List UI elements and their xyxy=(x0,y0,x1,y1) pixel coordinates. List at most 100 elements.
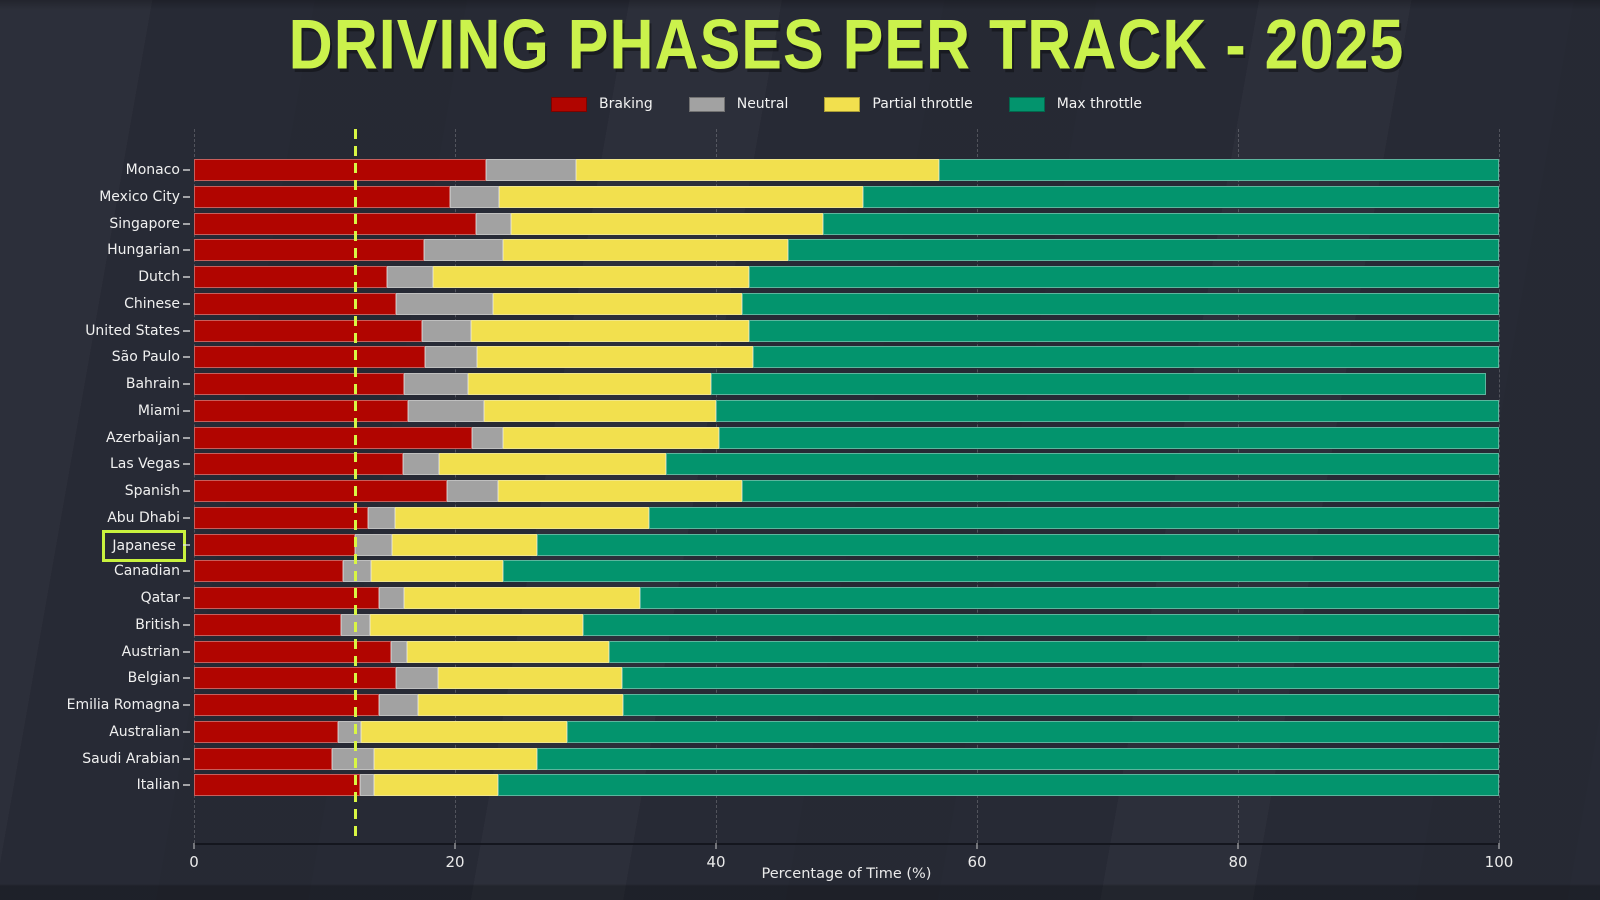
segment-neutral xyxy=(379,587,405,609)
reference-dashed-line xyxy=(353,129,357,843)
segment-max-throttle xyxy=(823,212,1499,235)
segment-neutral xyxy=(449,185,500,208)
segment-partial-throttle xyxy=(576,159,940,181)
segment-partial-throttle xyxy=(511,212,823,235)
segment-braking xyxy=(194,694,380,716)
bar-row: Hungarian xyxy=(107,239,1499,262)
segment-partial-throttle xyxy=(361,720,568,743)
segment-neutral xyxy=(379,694,419,716)
stacked-bar xyxy=(194,774,1499,797)
segment-braking xyxy=(194,506,368,529)
y-axis-label: Bahrain xyxy=(125,376,180,392)
bar-row: Japanese xyxy=(102,529,1499,562)
gridline-x-100 xyxy=(1499,129,1500,843)
segment-neutral xyxy=(387,266,433,288)
legend-item: Braking xyxy=(551,96,653,112)
bar-row: Dutch xyxy=(138,266,1499,288)
bar-row: Qatar xyxy=(141,587,1499,609)
stacked-bar xyxy=(194,613,1499,636)
segment-partial-throttle xyxy=(432,266,749,288)
bar-row: Belgian xyxy=(128,667,1499,690)
legend: Braking Neutral Partial throttle Max thrott… xyxy=(194,96,1499,112)
y-tick-mark xyxy=(183,436,190,439)
bar-row: British xyxy=(135,613,1499,636)
y-tick-mark xyxy=(183,302,190,305)
segment-partial-throttle xyxy=(503,239,788,262)
x-tick-label: 40 xyxy=(706,853,726,871)
y-tick-mark xyxy=(183,356,190,359)
stacked-bar xyxy=(194,587,1499,609)
segment-neutral xyxy=(396,292,493,315)
stacked-bar xyxy=(194,185,1499,208)
plot-area: 0 20 40 60 80 100 Monaco Mexico City Singapore Hu… xyxy=(67,129,1513,871)
y-tick-mark xyxy=(183,329,190,332)
segment-braking xyxy=(194,667,397,690)
segment-max-throttle xyxy=(787,239,1499,262)
segment-neutral xyxy=(471,426,504,449)
y-tick-mark xyxy=(183,704,190,706)
bar-row: Italian xyxy=(137,774,1499,797)
legend-swatch xyxy=(551,96,588,112)
segment-neutral xyxy=(408,399,484,422)
segment-partial-throttle xyxy=(503,426,719,449)
legend-label: Braking xyxy=(599,96,653,112)
stacked-bar xyxy=(194,212,1499,235)
y-tick-mark xyxy=(183,623,190,626)
y-tick-mark xyxy=(183,195,190,198)
segment-max-throttle xyxy=(640,587,1499,609)
segment-partial-throttle xyxy=(468,373,711,395)
segment-max-throttle xyxy=(537,533,1499,556)
bar-row: United States xyxy=(85,319,1499,342)
y-tick-mark xyxy=(183,222,190,225)
stacked-bar xyxy=(194,292,1499,315)
x-tick-mark xyxy=(976,843,978,849)
stacked-bar xyxy=(194,560,1499,583)
segment-braking xyxy=(194,239,424,262)
stacked-bar xyxy=(194,373,1499,395)
bar-row: Azerbaijan xyxy=(106,426,1499,449)
segment-braking xyxy=(194,587,380,609)
bar-row: Abu Dhabi xyxy=(107,506,1499,529)
segment-partial-throttle xyxy=(492,292,743,315)
y-axis-label: Monaco xyxy=(125,162,180,178)
x-tick-label: 60 xyxy=(967,853,987,871)
x-axis-title: Percentage of Time (%) xyxy=(761,866,932,882)
segment-max-throttle xyxy=(752,346,1499,369)
segment-braking xyxy=(194,212,476,235)
segment-braking xyxy=(194,453,403,476)
segment-neutral xyxy=(404,373,469,395)
y-tick-mark xyxy=(183,490,190,492)
segment-max-throttle xyxy=(748,319,1499,342)
bar-row: Australian xyxy=(109,720,1499,743)
segment-braking xyxy=(194,747,333,770)
y-tick-mark xyxy=(183,383,190,385)
x-tick-mark xyxy=(454,843,456,849)
segment-neutral xyxy=(332,747,375,770)
segment-partial-throttle xyxy=(406,640,609,663)
y-axis-label: Saudi Arabian xyxy=(82,750,180,767)
bar-row: Austrian xyxy=(122,640,1499,663)
segment-neutral xyxy=(422,319,471,342)
segment-partial-throttle xyxy=(371,560,504,583)
segment-braking xyxy=(194,373,405,395)
stacked-bar xyxy=(194,747,1499,770)
bar-row: Monaco xyxy=(126,159,1499,181)
chart-title: DRIVING PHASES PER TRACK - 2025 xyxy=(288,4,1405,84)
stacked-bar xyxy=(194,346,1499,369)
x-tick-label: 100 xyxy=(1484,853,1514,871)
segment-max-throttle xyxy=(863,185,1499,208)
y-axis-label: Australian xyxy=(109,723,180,740)
stacked-bar xyxy=(194,266,1499,288)
segment-max-throttle xyxy=(718,426,1499,449)
bar-row: Miami xyxy=(138,399,1499,422)
stacked-bar xyxy=(194,159,1499,181)
bar-row: Bahrain xyxy=(126,373,1499,395)
segment-neutral xyxy=(354,533,393,556)
segment-braking xyxy=(194,720,338,743)
stacked-bar xyxy=(194,667,1499,690)
x-tick-label: 20 xyxy=(445,853,465,871)
segment-braking xyxy=(194,319,423,342)
segment-partial-throttle xyxy=(418,694,624,716)
segment-neutral xyxy=(342,560,372,583)
y-axis-label: Dutch xyxy=(138,269,180,285)
